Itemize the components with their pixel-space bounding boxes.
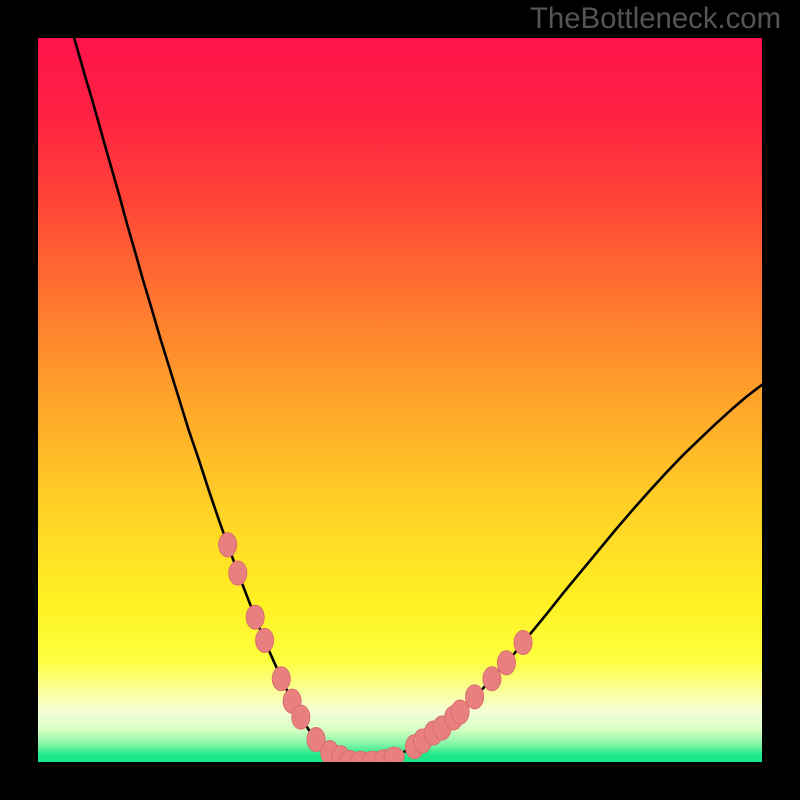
marker-point [451, 700, 469, 724]
plot-svg [38, 38, 762, 762]
marker-point [497, 651, 515, 675]
figure-root: TheBottleneck.com [0, 0, 800, 800]
marker-point [246, 605, 264, 629]
marker-point [272, 667, 290, 691]
marker-point [384, 747, 404, 762]
marker-point [219, 533, 237, 557]
marker-point [514, 631, 532, 655]
marker-point [292, 705, 310, 729]
marker-point [483, 667, 501, 691]
plot-area [38, 38, 762, 762]
watermark-text: TheBottleneck.com [530, 4, 781, 33]
gradient-background [38, 38, 762, 762]
marker-point [466, 685, 484, 709]
marker-point [229, 561, 247, 585]
marker-point [256, 628, 274, 652]
